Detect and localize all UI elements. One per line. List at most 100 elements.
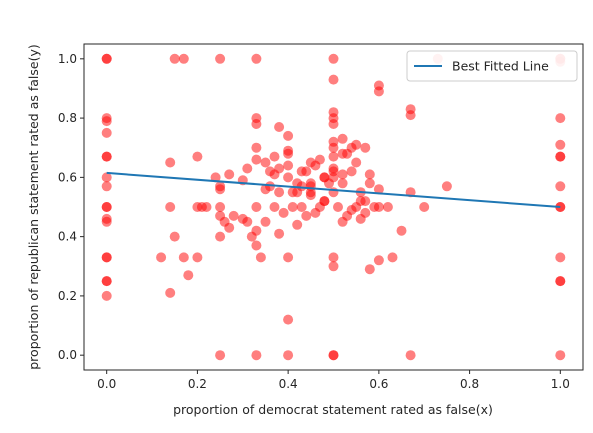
scatter-point xyxy=(328,136,339,147)
scatter-point xyxy=(328,53,339,64)
scatter-point xyxy=(346,142,357,153)
scatter-point xyxy=(101,290,112,301)
scatter-point xyxy=(314,154,325,165)
scatter-point xyxy=(224,169,235,180)
scatter-point xyxy=(251,240,262,251)
scatter-point xyxy=(101,216,112,227)
scatter-point xyxy=(283,252,294,263)
scatter-point xyxy=(251,225,262,236)
scatter-point xyxy=(260,184,271,195)
scatter-point xyxy=(165,157,176,168)
scatter-point xyxy=(101,252,112,263)
scatter-point xyxy=(292,219,303,230)
scatter-point xyxy=(165,287,176,298)
scatter-point xyxy=(215,350,226,361)
scatter-point xyxy=(269,169,280,180)
scatter-point xyxy=(269,202,280,212)
scatter-point xyxy=(333,202,343,212)
x-tick-label: 0.2 xyxy=(188,377,207,391)
y-axis-label: proportion of republican statement rated… xyxy=(26,44,41,370)
scatter-point xyxy=(283,314,294,325)
scatter-point xyxy=(328,172,339,183)
y-tick-label: 0.8 xyxy=(58,111,77,125)
scatter-point xyxy=(251,350,262,361)
scatter-point xyxy=(346,166,357,177)
scatter-point xyxy=(364,178,375,189)
y-tick-label: 0.4 xyxy=(58,230,77,244)
scatter-point xyxy=(169,53,180,64)
plot-frame xyxy=(83,43,584,371)
scatter-point xyxy=(215,181,226,192)
scatter-point xyxy=(255,252,266,263)
scatter-point xyxy=(228,210,239,221)
scatter-point xyxy=(287,202,298,212)
scatter-point xyxy=(274,187,285,198)
scatter-point xyxy=(555,276,566,287)
scatter-point xyxy=(242,216,253,227)
scatter-point xyxy=(351,157,362,168)
scatter-point xyxy=(101,127,112,138)
scatter-point xyxy=(101,151,112,162)
scatter-point xyxy=(283,350,294,361)
scatter-point xyxy=(337,133,348,144)
scatter-point xyxy=(296,166,307,177)
scatter-point xyxy=(251,202,262,212)
scatter-point xyxy=(296,181,307,192)
scatter-point xyxy=(274,228,285,239)
scatter-point xyxy=(396,225,407,236)
scatter-point xyxy=(301,210,312,221)
scatter-point xyxy=(441,181,452,192)
scatter-point xyxy=(101,172,112,183)
scatter-point xyxy=(360,207,371,218)
scatter-point xyxy=(101,181,112,192)
scatter-point xyxy=(337,169,348,180)
y-tick-label: 0.2 xyxy=(58,289,77,303)
scatter-point xyxy=(555,350,566,361)
scatter-point xyxy=(260,157,271,168)
scatter-point xyxy=(305,190,316,201)
scatter-point xyxy=(269,151,280,162)
scatter-point xyxy=(251,119,262,129)
scatter-point xyxy=(274,122,285,132)
scatter-point xyxy=(328,107,339,118)
scatter-point xyxy=(328,261,339,272)
scatter-point xyxy=(215,231,226,242)
scatter-point xyxy=(555,181,566,192)
scatter-point xyxy=(283,130,294,141)
scatter-point xyxy=(278,207,289,218)
scatter-points xyxy=(101,53,566,361)
scatter-point xyxy=(360,142,371,153)
scatter-point xyxy=(555,139,566,150)
scatter-point xyxy=(183,270,194,281)
scatter-point xyxy=(165,202,176,212)
y-tick-label: 1.0 xyxy=(58,52,77,66)
y-tick-label: 0.0 xyxy=(58,348,77,362)
scatter-point xyxy=(364,264,375,275)
scatter-point xyxy=(178,252,189,263)
scatter-point xyxy=(405,110,416,121)
scatter-point xyxy=(387,252,398,263)
legend-label-best-fitted-line: Best Fitted Line xyxy=(452,59,549,74)
scatter-point xyxy=(369,202,380,212)
x-tick-label: 0.8 xyxy=(460,377,479,391)
scatter-point xyxy=(319,196,330,207)
scatter-point xyxy=(555,151,566,162)
scatter-point xyxy=(328,350,339,361)
scatter-point xyxy=(251,142,262,153)
x-tick-label: 0.6 xyxy=(369,377,388,391)
scatter-point xyxy=(305,157,316,168)
scatter-point xyxy=(319,172,330,183)
fitted-line-layer xyxy=(106,171,561,208)
y-tick-label: 0.6 xyxy=(58,170,77,184)
scatter-point xyxy=(201,202,212,212)
scatter-point xyxy=(210,172,221,183)
legend: Best Fitted Line xyxy=(406,50,578,82)
legend-box xyxy=(406,50,578,82)
scatter-point xyxy=(373,80,384,91)
scatter-point xyxy=(101,202,112,212)
x-tick-label: 1.0 xyxy=(551,377,570,391)
scatter-point xyxy=(373,255,384,266)
scatter-point xyxy=(305,181,316,192)
x-tick-label: 0.0 xyxy=(97,377,116,391)
